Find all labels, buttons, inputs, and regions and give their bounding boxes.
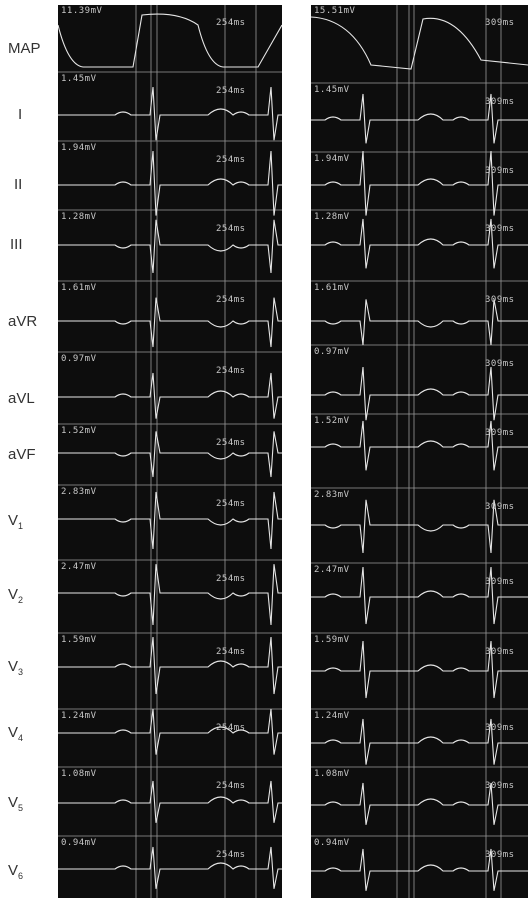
duration-label: 309ms bbox=[485, 359, 515, 369]
ecg-trace bbox=[58, 431, 282, 478]
duration-label: 254ms bbox=[216, 155, 246, 165]
lead-label-v2: V2 bbox=[8, 586, 24, 605]
amplitude-label: 1.28mV bbox=[314, 212, 350, 222]
duration-label: 309ms bbox=[485, 850, 515, 860]
ecg-trace bbox=[58, 780, 282, 823]
lead-label-v6: V6 bbox=[8, 862, 24, 881]
amplitude-label: 0.94mV bbox=[314, 838, 350, 848]
duration-label: 309ms bbox=[485, 781, 515, 791]
duration-label: 254ms bbox=[216, 295, 246, 305]
duration-label: 254ms bbox=[216, 86, 246, 96]
duration-label: 309ms bbox=[485, 224, 515, 234]
amplitude-label: 1.59mV bbox=[314, 635, 350, 645]
ecg-traces-right bbox=[311, 5, 528, 898]
duration-label: 254ms bbox=[216, 224, 246, 234]
duration-label: 254ms bbox=[216, 366, 246, 376]
ecg-trace bbox=[311, 640, 528, 699]
ecg-trace bbox=[311, 848, 528, 891]
amplitude-label: 0.97mV bbox=[61, 354, 97, 364]
ecg-trace bbox=[311, 718, 528, 765]
ecg-trace bbox=[311, 782, 528, 825]
lead-label-v4: V4 bbox=[8, 724, 24, 743]
ecg-panel-right: 15.51mV 309ms 1.45mV 309ms 1.94mV 309ms … bbox=[311, 5, 528, 898]
amplitude-label: 1.52mV bbox=[314, 416, 350, 426]
ecg-trace bbox=[311, 150, 528, 216]
duration-label: 309ms bbox=[485, 97, 515, 107]
duration-label: 254ms bbox=[216, 723, 246, 733]
lead-label-map: MAP bbox=[8, 40, 41, 57]
ecg-trace bbox=[58, 150, 282, 216]
ecg-trace bbox=[311, 93, 528, 144]
ecg-panel-left: 11.39mV 254ms 1.45mV 254ms 1.94mV 254ms … bbox=[58, 5, 282, 898]
ecg-trace bbox=[58, 219, 282, 274]
ecg-trace bbox=[58, 491, 282, 550]
lead-label-i: I bbox=[18, 106, 23, 123]
duration-label: 254ms bbox=[216, 438, 246, 448]
amplitude-label: 2.83mV bbox=[61, 487, 97, 497]
amplitude-label: 1.45mV bbox=[314, 85, 350, 95]
amplitude-label: 0.94mV bbox=[61, 838, 97, 848]
ecg-trace bbox=[58, 708, 282, 755]
amplitude-label: 2.83mV bbox=[314, 490, 350, 500]
duration-label: 309ms bbox=[485, 166, 515, 176]
ecg-trace bbox=[311, 366, 528, 421]
amplitude-label: 1.24mV bbox=[314, 711, 350, 721]
ecg-trace bbox=[311, 499, 528, 554]
ecg-trace bbox=[58, 297, 282, 348]
amplitude-label: 1.45mV bbox=[61, 74, 97, 84]
ecg-traces-left bbox=[58, 5, 282, 898]
amplitude-label: 1.94mV bbox=[314, 154, 350, 164]
lead-label-v5: V5 bbox=[8, 794, 24, 813]
amplitude-label: 2.47mV bbox=[314, 565, 350, 575]
duration-label: 309ms bbox=[485, 428, 515, 438]
duration-label: 309ms bbox=[485, 18, 515, 28]
duration-label: 254ms bbox=[216, 499, 246, 509]
amplitude-label: 1.61mV bbox=[314, 283, 350, 293]
ecg-trace bbox=[58, 636, 282, 695]
amplitude-label: 1.52mV bbox=[61, 426, 97, 436]
duration-label: 309ms bbox=[485, 502, 515, 512]
duration-label: 309ms bbox=[485, 723, 515, 733]
amplitude-label: 1.94mV bbox=[61, 143, 97, 153]
amplitude-label: 15.51mV bbox=[314, 6, 356, 16]
lead-label-ii: II bbox=[14, 176, 23, 193]
lead-label-avr: aVR bbox=[8, 313, 38, 330]
duration-label: 254ms bbox=[216, 850, 246, 860]
amplitude-label: 2.47mV bbox=[61, 562, 97, 572]
ecg-trace bbox=[311, 16, 528, 70]
amplitude-label: 1.28mV bbox=[61, 212, 97, 222]
amplitude-label: 0.97mV bbox=[314, 347, 350, 357]
lead-label-avf: aVF bbox=[8, 446, 36, 463]
duration-label: 309ms bbox=[485, 577, 515, 587]
duration-label: 254ms bbox=[216, 574, 246, 584]
duration-label: 309ms bbox=[485, 647, 515, 657]
amplitude-label: 1.08mV bbox=[61, 769, 97, 779]
ecg-trace bbox=[58, 86, 282, 141]
ecg-trace bbox=[311, 299, 528, 346]
amplitude-label: 11.39mV bbox=[61, 6, 103, 16]
lead-label-v3: V3 bbox=[8, 658, 24, 677]
ecg-trace bbox=[58, 13, 282, 68]
lead-label-iii: III bbox=[10, 236, 23, 253]
amplitude-label: 1.61mV bbox=[61, 283, 97, 293]
ecg-trace bbox=[311, 218, 528, 269]
lead-label-avl: aVL bbox=[8, 390, 35, 407]
duration-label: 254ms bbox=[216, 781, 246, 791]
amplitude-label: 1.08mV bbox=[314, 769, 350, 779]
amplitude-label: 1.59mV bbox=[61, 635, 97, 645]
duration-label: 254ms bbox=[216, 647, 246, 657]
ecg-trace bbox=[58, 372, 282, 419]
ecg-trace bbox=[311, 566, 528, 625]
ecg-trace bbox=[311, 420, 528, 471]
duration-label: 254ms bbox=[216, 18, 246, 28]
lead-label-v1: V1 bbox=[8, 512, 24, 531]
ecg-trace bbox=[58, 846, 282, 889]
amplitude-label: 1.24mV bbox=[61, 711, 97, 721]
ecg-trace bbox=[58, 564, 282, 626]
duration-label: 309ms bbox=[485, 295, 515, 305]
